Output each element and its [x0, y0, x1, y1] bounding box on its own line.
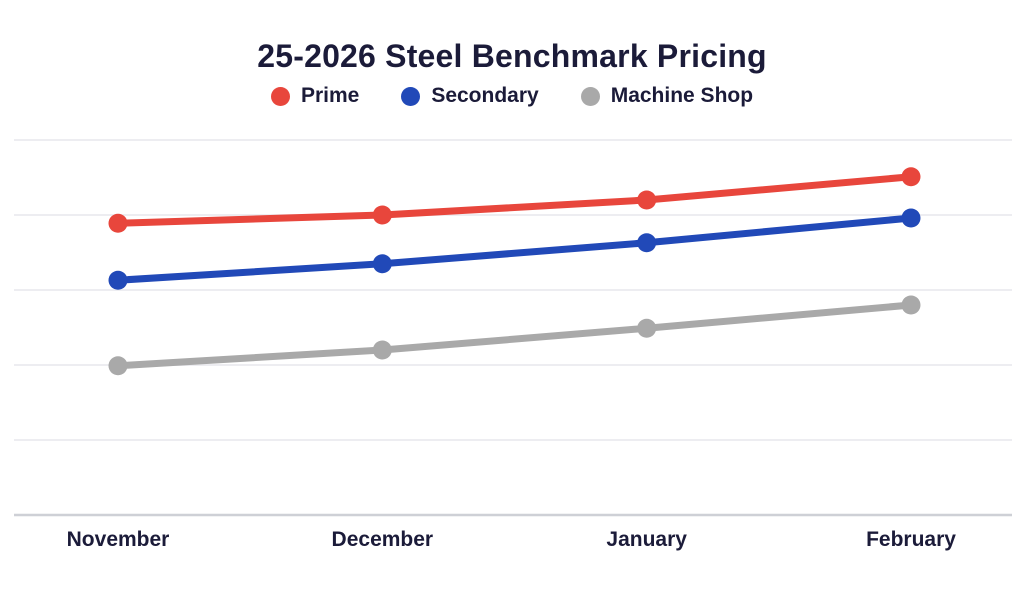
data-point-machine-shop: [637, 318, 657, 338]
series-line-secondary: [114, 214, 915, 284]
legend-label-machine-shop: Machine Shop: [610, 84, 754, 107]
x-axis-label: February: [866, 528, 956, 551]
legend: Prime Secondary Machine Shop: [0, 84, 1024, 108]
legend-dot-secondary: [401, 86, 421, 106]
data-point-secondary: [637, 233, 657, 253]
data-point-machine-shop: [372, 340, 392, 360]
chart-title: 25-2026 Steel Benchmark Pricing: [257, 38, 767, 74]
legend-dot-machine-shop: [580, 86, 600, 106]
legend-label-prime: Prime: [300, 84, 360, 107]
data-point-machine-shop: [901, 295, 921, 315]
legend-item-machine-shop: Machine Shop: [580, 84, 754, 108]
data-point-prime: [372, 205, 392, 225]
data-point-prime: [108, 213, 128, 233]
legend-label-secondary: Secondary: [431, 84, 539, 107]
x-axis-label: December: [332, 528, 434, 551]
data-point-prime: [637, 190, 657, 210]
series-line-machine-shop: [114, 301, 915, 370]
legend-item-prime: Prime: [270, 84, 360, 108]
data-point-secondary: [108, 270, 128, 290]
data-point-machine-shop: [108, 356, 128, 376]
legend-item-secondary: Secondary: [401, 84, 539, 108]
data-point-secondary: [901, 208, 921, 228]
x-axis-label: November: [67, 528, 170, 551]
data-point-prime: [901, 167, 921, 187]
x-axis-label: January: [606, 528, 687, 551]
legend-dot-prime: [270, 86, 290, 106]
series-line-prime: [114, 173, 915, 227]
data-point-secondary: [372, 254, 392, 274]
